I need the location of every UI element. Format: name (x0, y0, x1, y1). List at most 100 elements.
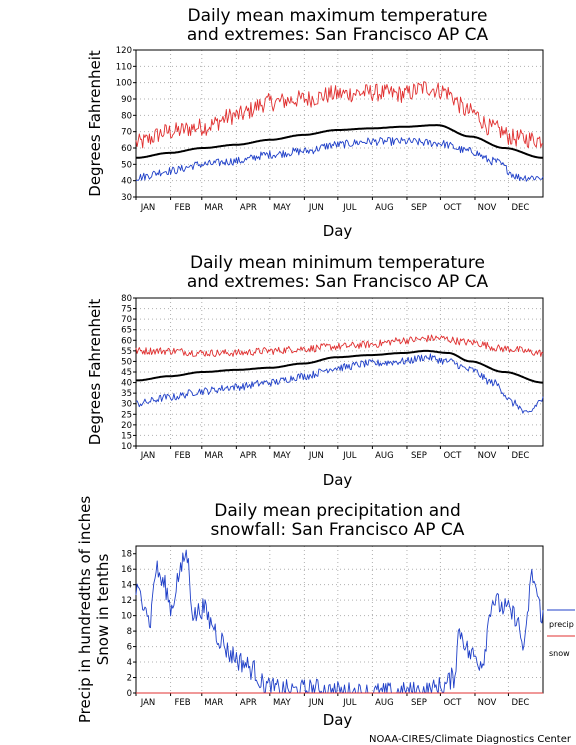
y-tick-label: 30 (121, 400, 132, 410)
x-tick-label: OCT (443, 203, 462, 213)
chart-title-line-1: Daily mean minimum temperature (190, 253, 485, 273)
y-tick-label: 14 (121, 581, 132, 591)
series-line-max (135, 334, 544, 358)
x-tick-label: APR (240, 203, 257, 213)
y-tick-label: 90 (121, 95, 132, 105)
y-tick-label: 55 (121, 347, 132, 357)
x-tick-label: DEC (512, 698, 530, 708)
series-line-mean (136, 124, 543, 159)
x-tick-label: MAY (273, 698, 291, 708)
chart-title-line-2: snowfall: San Francisco AP CA (211, 520, 465, 540)
x-tick-label: NOV (478, 451, 497, 461)
x-tick-label: OCT (443, 698, 462, 708)
x-tick-label: AUG (375, 698, 394, 708)
y-tick-label: 50 (121, 357, 132, 367)
x-tick-label: JAN (140, 451, 156, 461)
x-tick-label: JUL (342, 203, 357, 213)
y-tick-label: 100 (116, 79, 132, 89)
y-tick-label: 12 (121, 596, 132, 606)
x-tick-label: JUL (342, 698, 357, 708)
chart-title-line-1: Daily mean precipitation and (214, 501, 461, 521)
x-tick-label: NOV (478, 698, 497, 708)
series-line-max (135, 81, 544, 149)
x-tick-label: SEP (411, 451, 427, 461)
y-tick-label: 70 (121, 128, 132, 138)
y-tick-label: 0 (127, 689, 132, 699)
y-tick-label: 80 (121, 294, 132, 304)
chart-title-line-1: Daily mean maximum temperature (188, 6, 488, 26)
y-tick-label: 25 (121, 410, 132, 420)
y-tick-label: 10 (121, 612, 132, 622)
x-tick-label: MAY (273, 451, 291, 461)
legend-label-snow: snow (549, 649, 570, 658)
chart-title-line-2: and extremes: San Francisco AP CA (187, 272, 489, 292)
x-tick-label: MAR (204, 451, 223, 461)
x-tick-label: JUL (342, 451, 357, 461)
x-tick-label: OCT (443, 451, 462, 461)
y-tick-label: 45 (121, 368, 132, 378)
x-tick-label: JUN (308, 698, 324, 708)
x-tick-label: SEP (411, 698, 427, 708)
x-axis-label: Day (323, 471, 353, 489)
y-tick-label: 35 (121, 389, 132, 399)
x-tick-label: APR (240, 451, 257, 461)
credit-text: NOAA-CIRES/Climate Diagnostics Center (369, 734, 572, 745)
x-tick-label: MAR (204, 698, 223, 708)
series-line-min (135, 353, 544, 414)
y-tick-label: 2 (127, 674, 132, 684)
x-tick-label: MAY (273, 203, 291, 213)
legend-label-precip: precip (549, 620, 574, 629)
y-tick-label: 50 (121, 160, 132, 170)
y-tick-label: 60 (121, 144, 132, 154)
series-line-precip (135, 549, 544, 694)
plot-frame (135, 49, 544, 198)
x-tick-label: MAR (204, 203, 223, 213)
series-line-min (135, 137, 544, 182)
series-line-mean (135, 349, 543, 384)
x-axis-label: Day (323, 711, 353, 729)
y-tick-label: 80 (121, 111, 132, 121)
y-tick-label: 40 (121, 177, 132, 187)
x-tick-label: FEB (175, 451, 191, 461)
y-axis-label-line-1: Precip in hundredths of inches (76, 496, 94, 723)
x-tick-label: JUN (308, 451, 324, 461)
y-axis-label: Degrees Fahrenheit (86, 299, 104, 446)
y-tick-label: 16 (121, 565, 132, 575)
x-tick-label: FEB (175, 203, 191, 213)
x-tick-label: JAN (140, 698, 156, 708)
x-tick-label: JAN (140, 203, 156, 213)
y-tick-label: 18 (121, 550, 132, 560)
plot-frame (135, 545, 544, 694)
y-tick-label: 110 (116, 62, 132, 72)
x-tick-label: JUN (308, 203, 324, 213)
y-tick-label: 10 (121, 442, 132, 452)
y-tick-label: 20 (121, 421, 132, 431)
y-axis-label: Degrees Fahrenheit (86, 50, 104, 197)
y-tick-label: 15 (121, 431, 132, 441)
y-tick-label: 30 (121, 193, 132, 203)
x-tick-label: AUG (375, 203, 394, 213)
y-tick-label: 4 (127, 658, 132, 668)
y-tick-label: 65 (121, 326, 132, 336)
x-tick-label: AUG (375, 451, 394, 461)
y-tick-label: 75 (121, 305, 132, 315)
y-tick-label: 6 (127, 643, 132, 653)
y-tick-label: 40 (121, 379, 132, 389)
x-tick-label: SEP (411, 203, 427, 213)
x-tick-label: DEC (512, 451, 530, 461)
y-axis-label-line-2: Snow in tenths (94, 554, 112, 666)
y-tick-label: 70 (121, 315, 132, 325)
y-tick-label: 120 (116, 46, 132, 56)
y-tick-label: 8 (127, 627, 132, 637)
chart-title-line-2: and extremes: San Francisco AP CA (187, 25, 489, 45)
x-tick-label: DEC (512, 203, 530, 213)
x-tick-label: NOV (478, 203, 497, 213)
x-axis-label: Day (323, 222, 353, 240)
y-tick-label: 60 (121, 336, 132, 346)
x-tick-label: FEB (175, 698, 191, 708)
x-tick-label: APR (240, 698, 257, 708)
